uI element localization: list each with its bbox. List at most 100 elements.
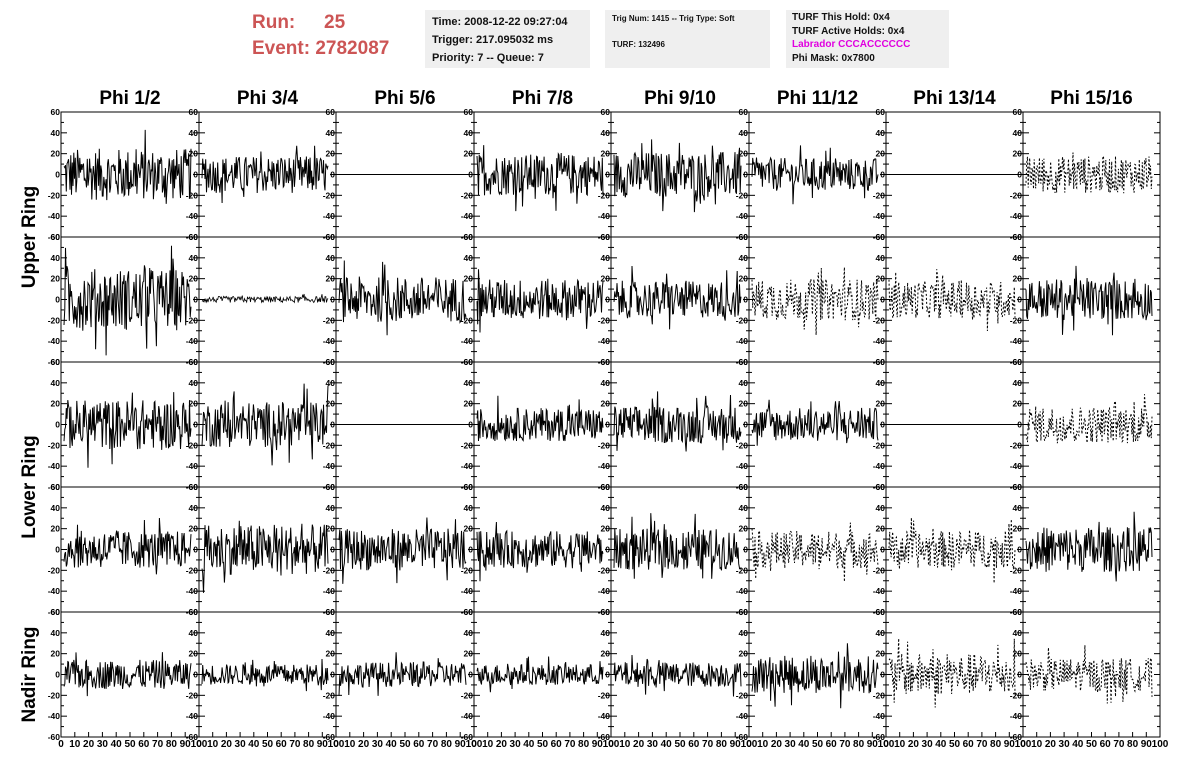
x-tick-label: 90 [730, 739, 742, 750]
x-tick-label: 60 [138, 739, 150, 750]
y-tick-label: 20 [601, 399, 611, 409]
y-tick-label: 40 [876, 378, 886, 388]
x-tick-label: 80 [441, 739, 453, 750]
y-tick-label: 40 [1013, 628, 1023, 638]
x-tick-label: 20 [496, 739, 508, 750]
trigger-text: Trigger: 217.095032 ms [432, 34, 554, 46]
y-tick-label: 60 [326, 482, 336, 492]
y-tick-label: -20 [736, 565, 749, 575]
y-tick-label: -20 [186, 690, 199, 700]
waveform-trace [63, 517, 192, 575]
y-tick-label: 60 [601, 607, 611, 617]
y-tick-label: 40 [189, 503, 199, 513]
waveform-trace [888, 638, 1016, 708]
turf-text: TURF: 132496 [612, 40, 665, 49]
y-tick-label: -20 [736, 690, 749, 700]
y-tick-label: 0 [55, 170, 60, 180]
trig-info-box: Trig Num: 1415 -- Trig Type: Soft TURF: … [605, 10, 770, 68]
waveform-trace [63, 129, 192, 204]
column-header-5: Phi 9/10 [644, 88, 716, 109]
waveform-trace [751, 145, 879, 205]
y-tick-label: -20 [1010, 315, 1023, 325]
x-tick-label: 20 [908, 739, 920, 750]
panel-frame [885, 236, 1024, 363]
waveform-trace [613, 265, 742, 330]
y-tick-label: -20 [1010, 190, 1023, 200]
y-tick-label: 40 [51, 503, 61, 513]
y-tick-label: 0 [880, 670, 885, 680]
x-tick-label: 60 [413, 739, 425, 750]
y-tick-label: 60 [326, 607, 336, 617]
run-value: 25 [324, 12, 346, 33]
x-tick-label: 80 [303, 739, 315, 750]
y-tick-label: 20 [739, 399, 749, 409]
y-tick-label: 40 [51, 378, 61, 388]
y-tick-label: 40 [876, 503, 886, 513]
x-tick-label: 20 [358, 739, 370, 750]
waveform-trace [613, 513, 742, 579]
y-tick-label: 20 [326, 274, 336, 284]
y-tick-label: -20 [48, 190, 61, 200]
y-tick-label: 0 [1017, 545, 1022, 555]
y-tick-label: 60 [601, 107, 611, 117]
x-tick-label: 40 [248, 739, 260, 750]
waveform-trace [1025, 645, 1153, 704]
y-tick-label: 0 [605, 170, 610, 180]
x-tick-label: 0 [196, 739, 202, 750]
waveform-trace [1025, 152, 1153, 194]
y-tick-label: 0 [193, 295, 198, 305]
x-tick-label: 30 [510, 739, 522, 750]
y-tick-label: 40 [189, 378, 199, 388]
x-tick-label: 10 [69, 739, 81, 750]
y-tick-label: -40 [736, 461, 749, 471]
y-tick-label: 60 [189, 232, 199, 242]
y-tick-label: -20 [323, 315, 336, 325]
x-tick-label: 30 [785, 739, 797, 750]
y-tick-label: 60 [326, 357, 336, 367]
y-tick-label: 20 [1013, 274, 1023, 284]
y-tick-label: 60 [464, 607, 474, 617]
x-tick-label: 10 [894, 739, 906, 750]
column-header-6: Phi 11/12 [777, 88, 858, 109]
waveform-trace [63, 245, 192, 356]
y-tick-label: 20 [1013, 149, 1023, 159]
y-tick-label: 20 [739, 149, 749, 159]
y-tick-label: 60 [189, 607, 199, 617]
waveform-trace [613, 391, 742, 452]
y-tick-label: 0 [743, 545, 748, 555]
y-tick-label: 40 [601, 128, 611, 138]
y-tick-label: -40 [1010, 711, 1023, 721]
y-tick-label: 0 [605, 670, 610, 680]
y-tick-label: -40 [48, 211, 61, 221]
y-tick-label: -40 [598, 461, 611, 471]
y-tick-label: -40 [873, 211, 886, 221]
y-tick-label: -40 [598, 336, 611, 346]
y-tick-label: 40 [876, 628, 886, 638]
y-tick-label: 0 [193, 420, 198, 430]
y-tick-label: 40 [1013, 253, 1023, 263]
x-tick-label: 60 [276, 739, 288, 750]
y-tick-label: 60 [464, 232, 474, 242]
y-tick-label: 0 [468, 295, 473, 305]
y-tick-label: -20 [461, 565, 474, 575]
waveform-trace [476, 145, 604, 212]
y-tick-label: -20 [461, 315, 474, 325]
x-tick-label: 70 [289, 739, 301, 750]
y-tick-label: -20 [873, 440, 886, 450]
y-tick-label: 60 [876, 357, 886, 367]
y-tick-label: 60 [464, 357, 474, 367]
y-tick-label: 20 [601, 149, 611, 159]
turf-active-holds-text: TURF Active Holds: 0x4 [792, 25, 905, 37]
waveform-trace [751, 643, 879, 709]
y-tick-label: -20 [873, 565, 886, 575]
column-header-7: Phi 13/14 [913, 88, 996, 109]
y-tick-label: 40 [189, 128, 199, 138]
y-tick-label: -40 [323, 586, 336, 596]
y-tick-label: 40 [1013, 503, 1023, 513]
y-tick-label: 0 [468, 670, 473, 680]
y-tick-label: 20 [876, 149, 886, 159]
x-tick-label: 90 [455, 739, 467, 750]
y-tick-label: -40 [186, 461, 199, 471]
y-tick-label: 40 [601, 503, 611, 513]
y-tick-label: -20 [598, 440, 611, 450]
